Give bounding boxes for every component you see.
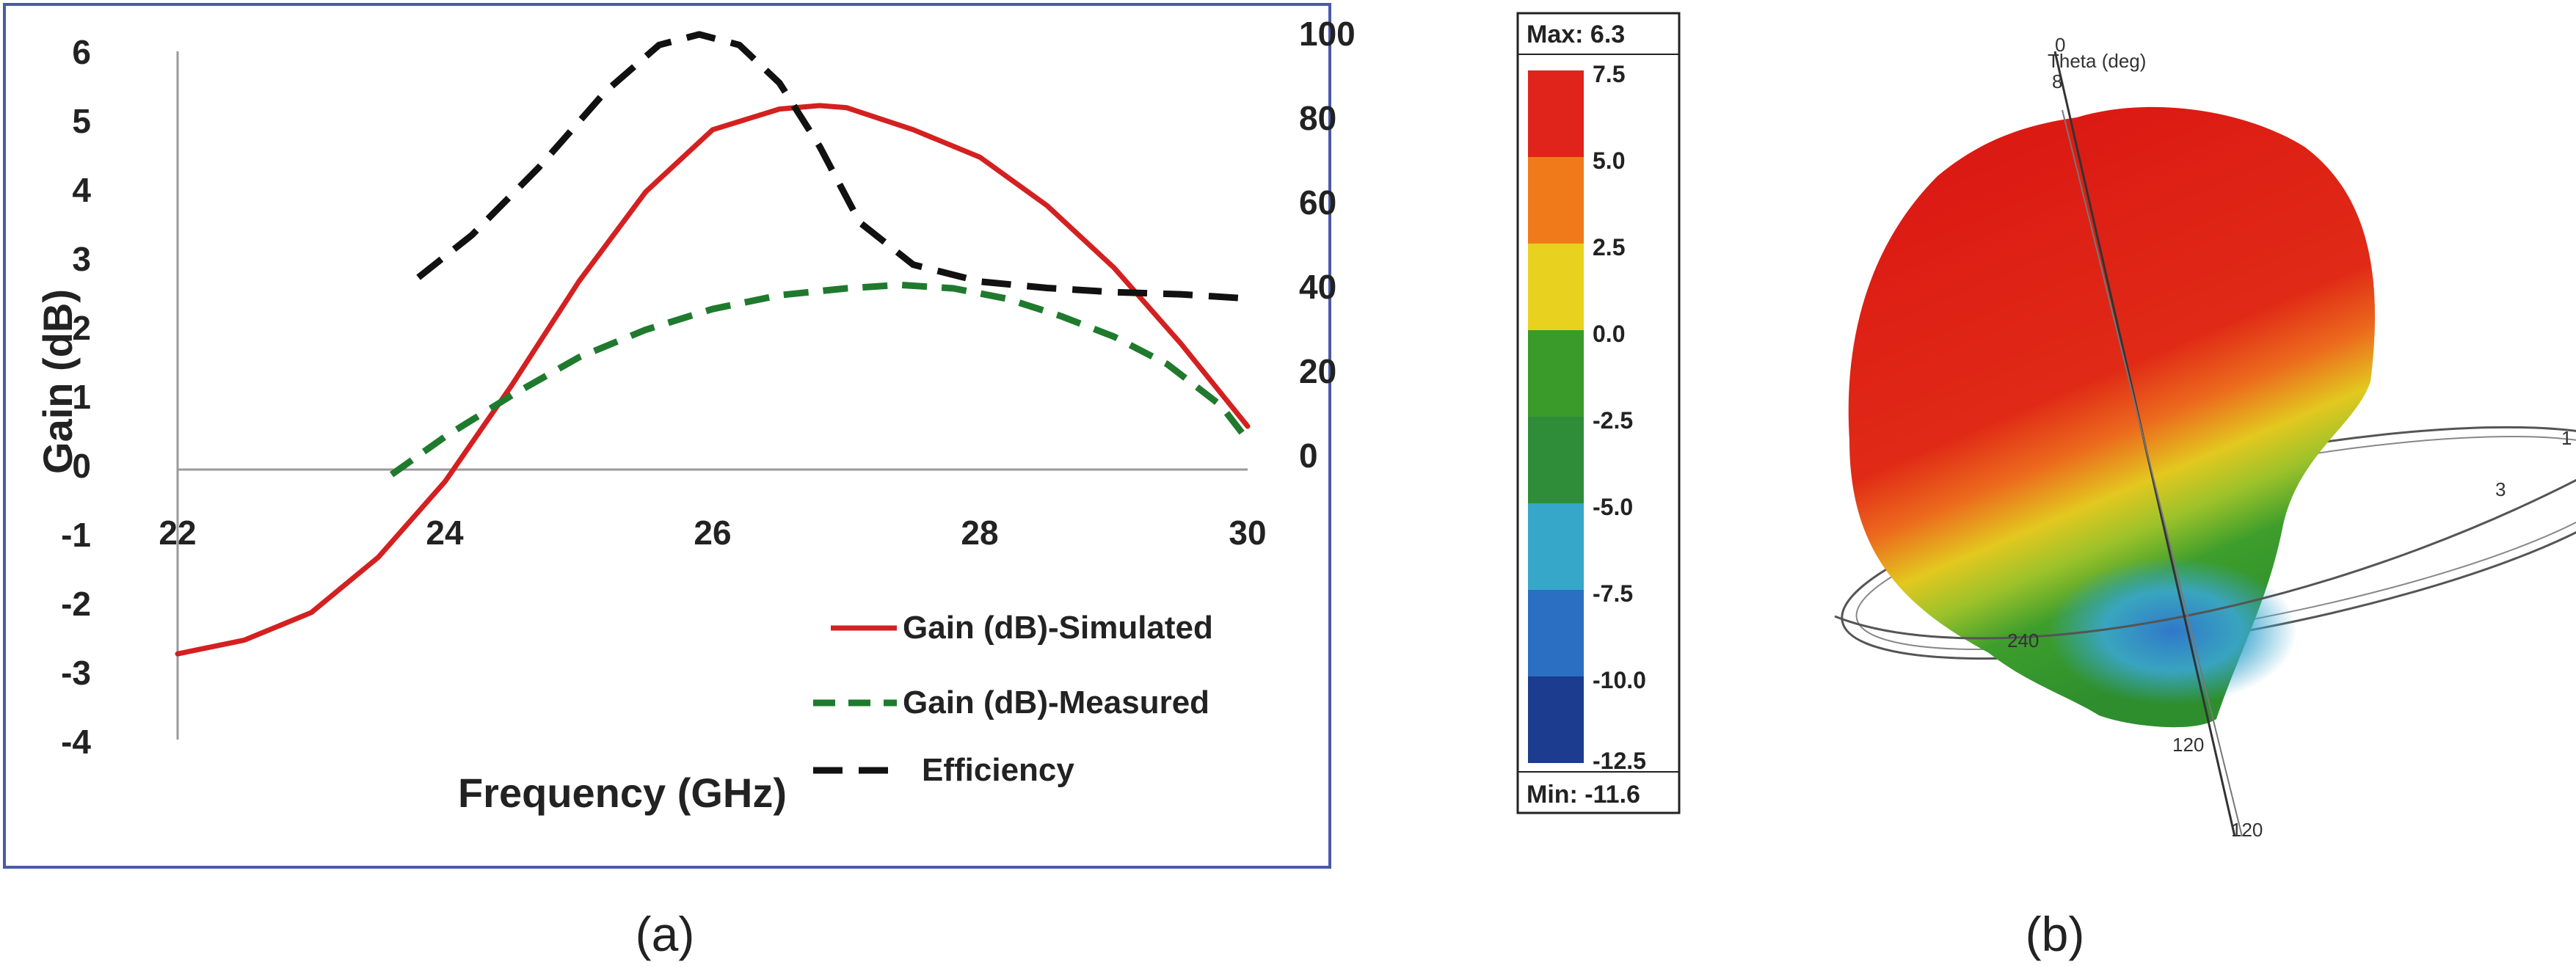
y2-tick-labels: 100 80 60 40 20 0 [1299,15,1356,475]
x-tick-labels: 22 24 26 28 30 [159,514,1266,552]
colorbar-tick: 2.5 [1593,234,1625,260]
colorbar-swatch [1528,157,1584,244]
colorbar-tick: 5.0 [1593,147,1625,174]
y-tick-label: 5 [72,102,91,140]
colorbar-swatch [1528,503,1584,590]
ring-label-tick: 3 [2495,478,2506,500]
y-tick-label: -2 [61,585,91,623]
colorbar-tick: 7.5 [1593,61,1625,87]
y-tick-label: 1 [72,378,91,416]
ring-label-right: 1 [2561,427,2572,449]
theta-title: Theta (deg) [2048,50,2146,72]
theta-angle-top: 0 [2055,34,2065,56]
y2-tick-label: 20 [1299,352,1336,390]
colorbar-max-label: Max: 6.3 [1527,21,1625,48]
y2-tick-label: 80 [1299,99,1336,137]
colorbar-swatch [1528,590,1584,676]
x-tick-label: 26 [694,514,731,552]
theta-angle-bottom: 120 [2172,734,2204,756]
y2-tick-label: 40 [1299,268,1336,306]
y-axis-title: Gain (dB) [34,289,81,474]
colorbar-swatch [1528,244,1584,330]
panel-a-frame [3,3,1331,869]
x-tick-label: 22 [159,514,196,552]
y-tick-label: -3 [61,654,91,692]
panel-b: Max: 6.3 Min: -11.6 7.5 5.0 2.5 0.0 -2.5… [1516,12,2576,841]
y2-tick-label: 100 [1299,15,1356,53]
theta-angle-left: 240 [2007,630,2039,652]
x-axis-title: Frequency (GHz) [458,770,787,816]
colorbar-tick: -10.0 [1593,667,1646,693]
theta-axis-inner [2062,109,2243,837]
theta-angle-top2: 8 [2052,70,2062,92]
x-tick-label: 30 [1229,514,1266,552]
colorbar-tick: 0.0 [1593,321,1625,347]
y-tick-label: 0 [72,447,91,485]
colorbar-tick: -12.5 [1593,748,1646,774]
legend-label-measured: Gain (dB)-Measured [903,685,1209,720]
colorbar: Max: 6.3 Min: -11.6 7.5 5.0 2.5 0.0 -2.5… [1516,12,1681,814]
pattern-null-spot [2048,558,2297,704]
colorbar-swatch [1528,70,1584,157]
colorbar-tick: -5.0 [1593,494,1633,520]
y-tick-label: -1 [61,516,91,554]
colorbar-tick: -7.5 [1593,580,1633,607]
series-line-simulated [175,103,1251,657]
y-tick-label: 6 [72,33,91,71]
colorbar-swatch [1528,417,1584,503]
theta-angle-bottom2: 120 [2231,819,2263,841]
y-tick-label: 2 [72,309,91,347]
legend-label-simulated: Gain (dB)-Simulated [903,610,1213,646]
y-tick-label: 3 [72,240,91,278]
caption-a: (a) [636,907,695,961]
y-tick-label: 4 [72,171,91,209]
legend-label-efficiency: Efficiency [922,752,1074,788]
colorbar-tick: -2.5 [1593,407,1633,434]
y2-tick-label: 60 [1299,183,1336,222]
series-line-measured [389,281,1251,478]
caption-b: (b) [2026,907,2085,961]
colorbar-swatch [1528,330,1584,417]
y-tick-labels: 6 5 4 3 2 1 0 -1 -2 -3 -4 [61,33,91,761]
radiation-pattern-3d: Theta (deg) 0 8 240 120 120 1 3 [1834,34,2576,841]
colorbar-swatch [1528,676,1584,763]
x-tick-label: 24 [426,514,464,552]
series-line-efficiency [416,31,1248,302]
y-tick-label: -4 [61,723,91,761]
legend: Gain (dB)-Simulated Gain (dB)-Measured E… [813,610,1213,788]
colorbar-min-label: Min: -11.6 [1527,781,1640,809]
y2-tick-label: 0 [1299,437,1318,475]
panel-a: 6 5 4 3 2 1 0 -1 -2 -3 -4 100 80 60 40 2… [3,3,1356,869]
x-tick-label: 28 [961,514,998,552]
